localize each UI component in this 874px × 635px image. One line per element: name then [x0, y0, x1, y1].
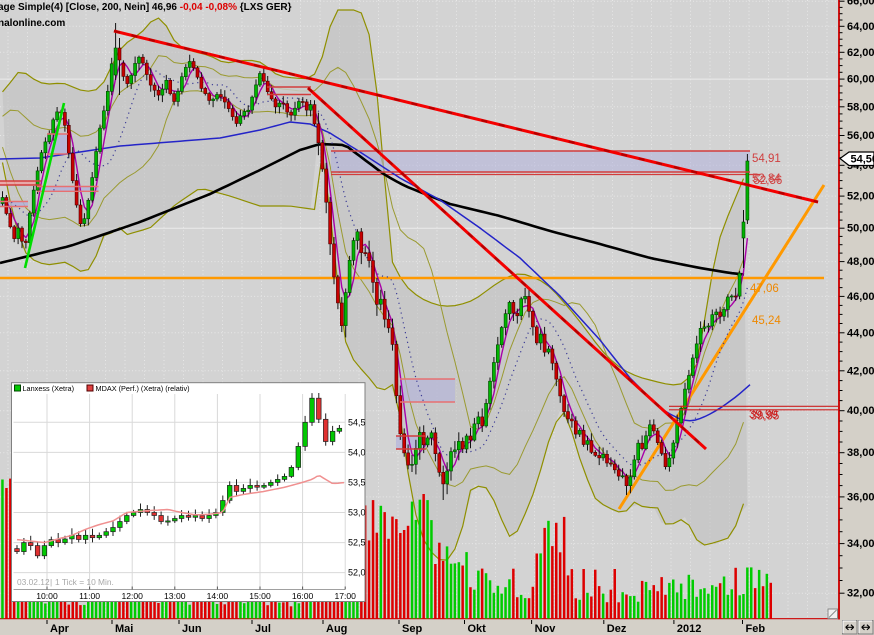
svg-text:52,84: 52,84 — [752, 173, 781, 185]
svg-text:54,0: 54,0 — [348, 447, 366, 457]
svg-text:44,00: 44,00 — [847, 327, 874, 339]
svg-text:52,0: 52,0 — [348, 568, 366, 578]
svg-text:Mai: Mai — [115, 623, 133, 635]
svg-text:39,99: 39,99 — [749, 409, 778, 421]
svg-text:Dez: Dez — [607, 623, 627, 635]
svg-text:03.02.12: 03.02.12 — [17, 577, 50, 587]
svg-text:Nov: Nov — [535, 623, 557, 635]
svg-text:Feb: Feb — [746, 623, 766, 635]
svg-text:16:00: 16:00 — [292, 591, 314, 601]
svg-text:60,00: 60,00 — [847, 74, 874, 86]
svg-text:50,00: 50,00 — [847, 223, 874, 235]
svg-text:53,5: 53,5 — [348, 477, 366, 487]
svg-text:Apr: Apr — [50, 623, 70, 635]
svg-text:62,00: 62,00 — [847, 47, 874, 59]
svg-text:36,00: 36,00 — [847, 491, 874, 503]
svg-text:MDAX (Perf.) (Xetra) (relativ): MDAX (Perf.) (Xetra) (relativ) — [96, 384, 190, 393]
svg-text:58,00: 58,00 — [847, 101, 874, 113]
svg-text:54,91: 54,91 — [752, 153, 781, 165]
svg-text:66,00: 66,00 — [847, 0, 874, 8]
svg-text:17:00: 17:00 — [334, 591, 356, 601]
svg-text:54,50: 54,50 — [851, 154, 874, 166]
svg-text:nalonline.com: nalonline.com — [0, 18, 65, 29]
svg-text:45,24: 45,24 — [752, 315, 781, 327]
svg-text:34,00: 34,00 — [847, 538, 874, 550]
svg-text:Sep: Sep — [402, 623, 422, 635]
svg-text:52,56: 52,56 — [754, 175, 783, 187]
svg-text:10:00: 10:00 — [36, 591, 58, 601]
svg-text:56,00: 56,00 — [847, 130, 874, 142]
svg-text:64,00: 64,00 — [847, 21, 874, 33]
svg-text:15:00: 15:00 — [249, 591, 271, 601]
svg-text:Jul: Jul — [255, 623, 271, 635]
svg-text:52,5: 52,5 — [348, 538, 366, 548]
svg-text:Lanxess (Xetra): Lanxess (Xetra) — [23, 384, 75, 393]
svg-text:|: | — [50, 577, 52, 587]
svg-text:47,06: 47,06 — [750, 283, 779, 295]
svg-text:32,00: 32,00 — [847, 588, 874, 600]
svg-text:48,00: 48,00 — [847, 256, 874, 268]
svg-text:2012: 2012 — [677, 623, 701, 635]
svg-text:54,5: 54,5 — [348, 417, 366, 427]
svg-text:12:00: 12:00 — [121, 591, 143, 601]
svg-text:Jun: Jun — [182, 623, 202, 635]
svg-text:14:00: 14:00 — [207, 591, 229, 601]
svg-text:39,95: 39,95 — [751, 411, 780, 423]
svg-text:52,00: 52,00 — [847, 191, 874, 203]
svg-text:11:00: 11:00 — [79, 591, 100, 601]
svg-text:Okt: Okt — [468, 623, 487, 635]
svg-text:38,00: 38,00 — [847, 447, 874, 459]
svg-text:53,0: 53,0 — [348, 508, 366, 518]
svg-text:40,00: 40,00 — [847, 405, 874, 417]
svg-text:42,00: 42,00 — [847, 365, 874, 377]
svg-text:age Simple(4) [Close, 200, Nei: age Simple(4) [Close, 200, Nein] 46,96 -… — [0, 2, 292, 13]
svg-text:1 Tick = 10 Min.: 1 Tick = 10 Min. — [55, 577, 114, 587]
svg-text:46,00: 46,00 — [847, 291, 874, 303]
svg-text:Aug: Aug — [326, 623, 347, 635]
svg-text:13:00: 13:00 — [164, 591, 186, 601]
